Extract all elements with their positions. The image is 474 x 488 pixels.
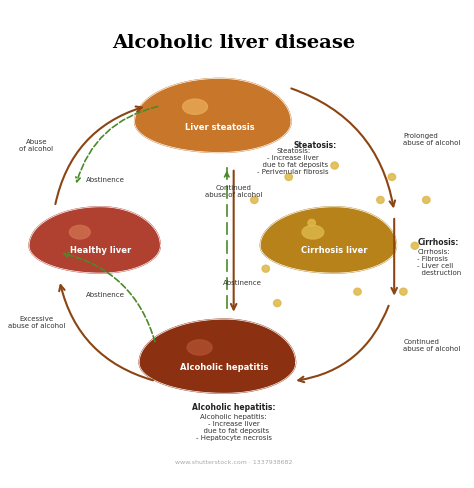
Ellipse shape — [423, 197, 430, 204]
Text: Abstinence: Abstinence — [86, 177, 125, 183]
Ellipse shape — [182, 100, 208, 115]
Text: Alcoholic hepatitis: Alcoholic hepatitis — [180, 362, 269, 371]
Ellipse shape — [331, 163, 338, 170]
Text: Alcoholic hepatitis:: Alcoholic hepatitis: — [192, 402, 275, 411]
Text: Cirrhosis liver: Cirrhosis liver — [301, 245, 368, 254]
Text: www.shutterstock.com · 1337938682: www.shutterstock.com · 1337938682 — [175, 459, 292, 464]
Ellipse shape — [354, 288, 361, 296]
Text: Alcoholic liver disease: Alcoholic liver disease — [112, 34, 355, 51]
Text: Abstinence: Abstinence — [86, 291, 125, 297]
Polygon shape — [135, 79, 291, 153]
Ellipse shape — [285, 174, 292, 181]
Text: Cirrhosis:
- Fibrosis
- Liver cell
  destruction: Cirrhosis: - Fibrosis - Liver cell destr… — [417, 249, 461, 276]
Ellipse shape — [273, 300, 281, 307]
Ellipse shape — [377, 197, 384, 204]
Ellipse shape — [262, 265, 270, 273]
Text: Steatosis:: Steatosis: — [293, 141, 337, 150]
Ellipse shape — [308, 220, 315, 227]
Text: Abuse
of alcohol: Abuse of alcohol — [19, 139, 54, 152]
Ellipse shape — [388, 174, 396, 181]
Text: Cirrhosis:: Cirrhosis: — [417, 237, 458, 246]
Text: Abstinence: Abstinence — [223, 280, 262, 286]
Text: Prolonged
abuse of alcohol: Prolonged abuse of alcohol — [403, 132, 461, 145]
Polygon shape — [139, 320, 296, 393]
Ellipse shape — [411, 243, 419, 250]
Ellipse shape — [69, 226, 90, 240]
Ellipse shape — [302, 226, 324, 240]
Ellipse shape — [251, 197, 258, 204]
Text: Steatosis:
- Increase liver
  due to fat deposits
- Perivenular fibrosis: Steatosis: - Increase liver due to fat d… — [257, 148, 329, 175]
Text: Healthy liver: Healthy liver — [70, 245, 131, 254]
Text: Liver steatosis: Liver steatosis — [185, 123, 255, 132]
Text: Excessive
abuse of alcohol: Excessive abuse of alcohol — [8, 315, 65, 328]
Polygon shape — [29, 207, 160, 273]
Ellipse shape — [187, 340, 212, 355]
Text: Continued
abuse of alcohol: Continued abuse of alcohol — [403, 338, 461, 351]
Text: Alcoholic hepatitis:
- Increase liver
  due to fat deposits
- Hepatocyte necrosi: Alcoholic hepatitis: - Increase liver du… — [196, 414, 272, 441]
Ellipse shape — [400, 288, 407, 296]
Polygon shape — [260, 207, 396, 273]
Text: Continued
abuse of alcohol: Continued abuse of alcohol — [205, 185, 263, 198]
